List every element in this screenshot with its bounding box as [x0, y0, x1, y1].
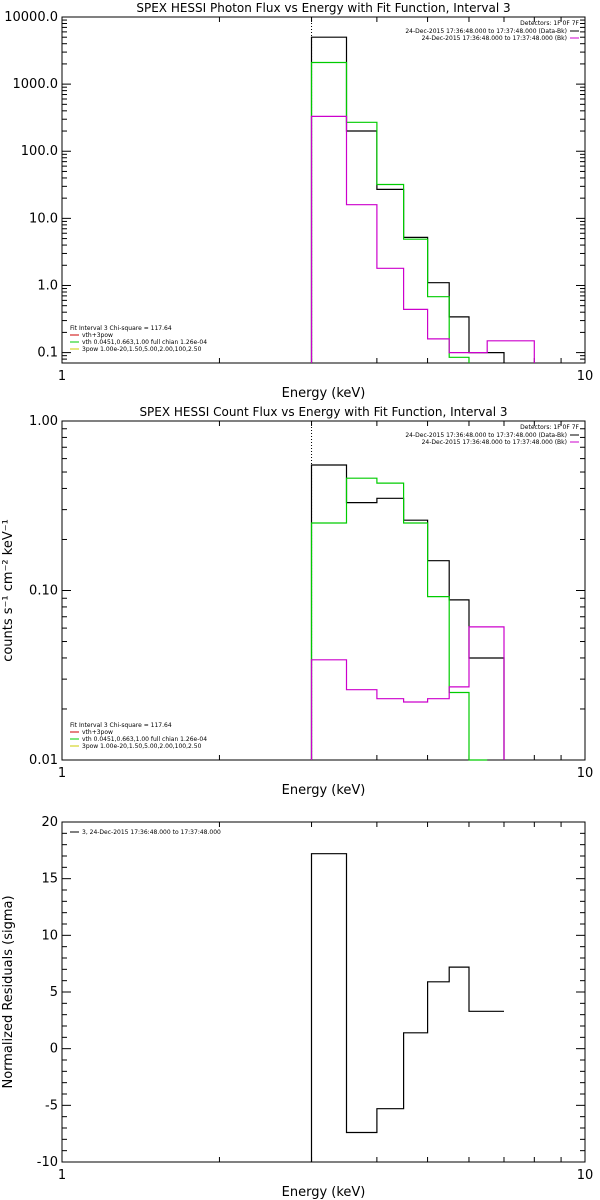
series-1-0-line [310, 464, 505, 760]
series-1-1-line [310, 477, 488, 761]
legend-right-entry-0-0: 24-Dec-2015 17:36:48.000 to 17:37:48.000… [405, 28, 567, 35]
legend-right-header-0: Detectors: 1F 0F 7F [520, 20, 579, 27]
legend-right-entry-1-0: 24-Dec-2015 17:36:48.000 to 17:37:48.000… [405, 432, 567, 439]
legend-right-header-1: Detectors: 1F 0F 7F [520, 424, 579, 431]
legend-left-entry-1-2: 3pow 1.00e-20,1.50,5.00,2.00,100,2.50 [82, 743, 202, 750]
series-0-2-line [310, 115, 535, 363]
series-0-0-line [310, 36, 505, 363]
y-tick-label-1-1: 0.10 [29, 584, 58, 599]
x-tick-label-2-1: 10 [577, 1168, 594, 1183]
y-tick-label-0-2: 10.0 [29, 211, 58, 226]
legend-left-header-1: Fit Interval 3 Chi-square = 117.64 [70, 722, 172, 729]
chart-title-1: SPEX HESSI Count Flux vs Energy with Fit… [139, 405, 507, 419]
series-0-1-line [310, 61, 470, 363]
x-tick-label-2-0: 1 [58, 1168, 66, 1183]
y-tick-label-2-1: -5 [45, 1098, 58, 1113]
legend-left-entry-1-0: vth+3pow [82, 729, 113, 736]
plot-frame-1 [61, 420, 586, 761]
y-tick-label-2-4: 10 [41, 928, 58, 943]
x-tick-label-1-1: 10 [577, 766, 594, 781]
y-axis-label-1: counts s⁻¹ cm⁻² keV⁻¹ [1, 519, 16, 662]
y-axis-label-2: Normalized Residuals (sigma) [1, 895, 16, 1088]
plot-frame-2 [61, 821, 586, 1163]
legend-left-entry-0-2: 3pow 1.00e-20,1.50,5.00,2.00,100,2.50 [82, 346, 202, 353]
legend-left-entry-1-1: vth 0.0451,0.663,1.00 full chian 1.26e-0… [82, 736, 207, 743]
y-tick-label-0-4: 1000.0 [13, 77, 59, 92]
legend-right-entry-1-1: 24-Dec-2015 17:36:48.000 to 17:37:48.000… [422, 439, 567, 446]
legend-left-header-0: Fit Interval 3 Chi-square = 117.64 [70, 325, 172, 332]
y-tick-label-1-2: 1.00 [29, 414, 58, 429]
y-tick-label-0-3: 100.0 [21, 144, 58, 159]
y-tick-label-0-5: 10000.0 [4, 10, 58, 25]
legend-left-entry-2-0: 3, 24-Dec-2015 17:36:48.000 to 17:37:48.… [82, 829, 221, 836]
y-tick-label-0-0: 0.1 [37, 346, 58, 361]
x-axis-label-1: Energy (keV) [282, 783, 366, 798]
y-tick-label-2-0: -10 [37, 1155, 58, 1170]
y-tick-label-2-3: 5 [50, 985, 58, 1000]
x-axis-label-2: Energy (keV) [282, 1185, 366, 1200]
legend-right-entry-0-1: 24-Dec-2015 17:36:48.000 to 17:37:48.000… [422, 35, 567, 42]
y-tick-label-1-0: 0.01 [29, 753, 58, 768]
x-axis-label-0: Energy (keV) [282, 386, 366, 401]
chart-title-0: SPEX HESSI Photon Flux vs Energy with Fi… [136, 1, 510, 15]
y-tick-label-2-5: 15 [41, 872, 58, 887]
x-tick-label-0-1: 10 [577, 369, 594, 384]
plot-frame-0 [61, 16, 586, 364]
x-tick-label-0-0: 1 [58, 369, 66, 384]
y-tick-label-0-1: 1.0 [37, 278, 58, 293]
series-2-0-line [310, 853, 504, 1162]
series-1-2-line [310, 626, 505, 760]
legend-left-entry-0-1: vth 0.0451,0.663,1.00 full chian 1.26e-0… [82, 339, 207, 346]
y-tick-label-2-6: 20 [41, 815, 58, 830]
y-tick-label-2-2: 0 [50, 1042, 58, 1057]
legend-left-entry-0-0: vth+3pow [82, 332, 113, 339]
x-tick-label-1-0: 1 [58, 766, 66, 781]
